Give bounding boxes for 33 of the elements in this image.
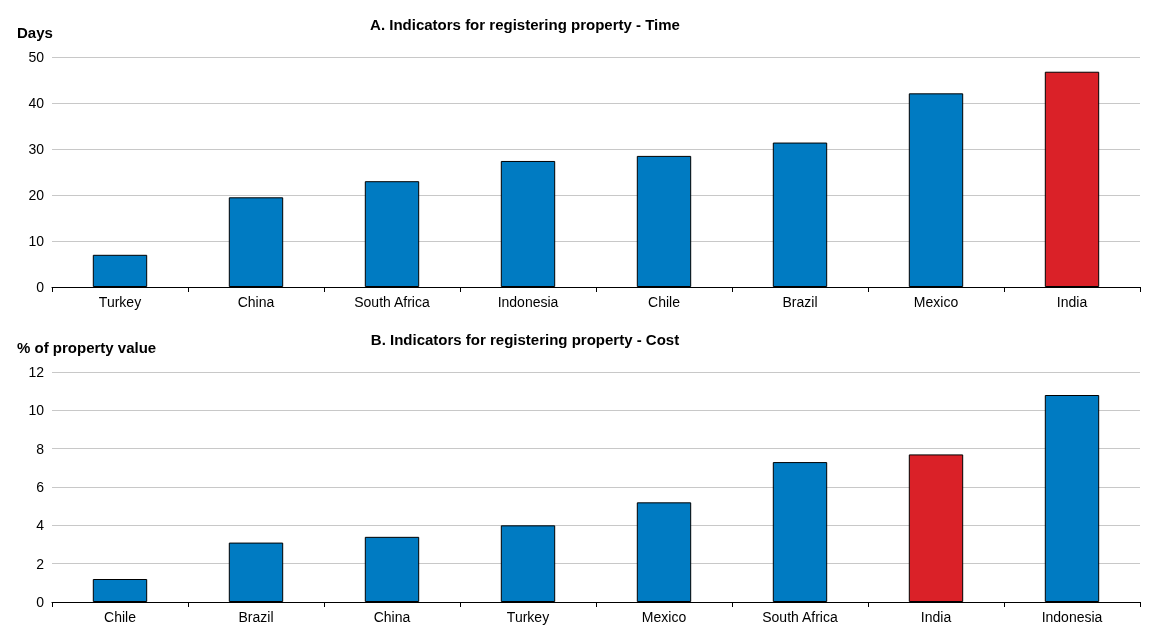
y-tick-label: 0 xyxy=(36,594,45,610)
y-tick-label: 40 xyxy=(28,95,45,111)
chart-title: A. Indicators for registering property - Time xyxy=(370,16,680,33)
x-tick-label: Brazil xyxy=(782,294,818,310)
x-tick-label: India xyxy=(1056,294,1088,310)
y-axis-title: % of property value xyxy=(17,339,157,356)
x-tick-label: China xyxy=(373,609,411,625)
x-tick-label: Mexico xyxy=(641,609,687,625)
y-tick-label: 4 xyxy=(36,517,45,534)
x-tick-label: Indonesia xyxy=(497,294,559,310)
x-tick-label: India xyxy=(920,609,952,625)
y-tick-label: 2 xyxy=(36,555,45,572)
x-tick-label: Chile xyxy=(648,294,681,310)
x-tick-label: South Africa xyxy=(354,294,430,310)
x-tick-label: South Africa xyxy=(762,609,838,625)
x-tick-label: Brazil xyxy=(238,609,274,625)
x-tick-label: Mexico xyxy=(913,294,959,310)
y-tick-label: 8 xyxy=(36,440,45,457)
y-tick-label: 30 xyxy=(28,141,45,157)
y-tick-label: 50 xyxy=(28,49,45,65)
x-tick-label: Chile xyxy=(104,609,137,625)
x-tick-label: Turkey xyxy=(98,294,142,310)
y-tick-label: 10 xyxy=(28,233,45,249)
chart-title: B. Indicators for registering property - Cost xyxy=(370,331,680,348)
x-tick-label: Indonesia xyxy=(1041,609,1103,625)
y-tick-label: 6 xyxy=(36,479,45,495)
x-tick-label: China xyxy=(237,294,275,310)
y-tick-label: 20 xyxy=(28,187,45,203)
y-tick-label: 0 xyxy=(36,279,45,295)
y-axis-title: Days xyxy=(17,24,53,41)
y-tick-label: 10 xyxy=(28,402,45,419)
y-tick-label: 12 xyxy=(28,364,45,380)
x-tick-label: Turkey xyxy=(506,609,550,625)
